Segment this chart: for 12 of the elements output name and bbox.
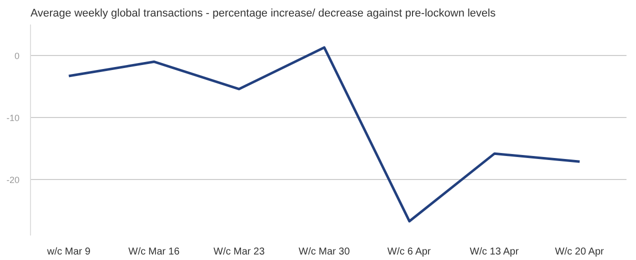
- y-tick-label: -10: [6, 113, 20, 124]
- x-tick-label: W/c 20 Apr: [554, 246, 605, 258]
- x-tick-label: W/c Mar 30: [298, 246, 350, 258]
- x-tick-label: w/c Mar 9: [46, 246, 91, 258]
- x-tick-label: W/c 6 Apr: [387, 246, 432, 258]
- chart-title: Average weekly global transactions - percentage increase/ decrease against pre-lockown levels: [30, 8, 496, 20]
- x-tick-label: W/c Mar 16: [128, 246, 180, 258]
- y-tick-label: -20: [6, 175, 20, 186]
- line-series: [68, 46, 581, 222]
- x-tick-label: W/c 13 Apr: [470, 246, 520, 258]
- x-tick-label: W/c Mar 23: [214, 246, 266, 258]
- y-tick-label: 0: [14, 51, 20, 62]
